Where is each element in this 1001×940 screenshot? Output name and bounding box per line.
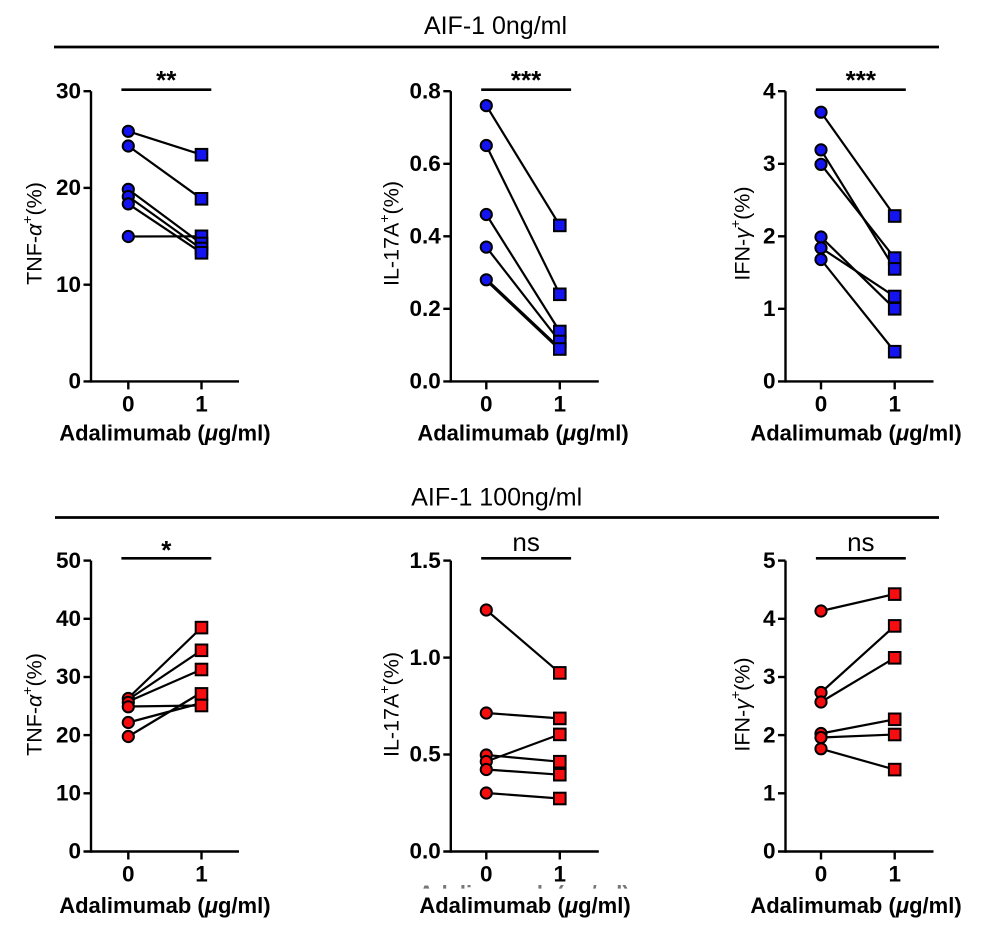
svg-text:1: 1 [763, 296, 776, 321]
svg-text:0: 0 [480, 391, 493, 416]
svg-text:0: 0 [122, 391, 135, 416]
svg-text:0.2: 0.2 [410, 296, 441, 321]
svg-text:**: ** [156, 65, 177, 95]
svg-text:1: 1 [195, 391, 208, 416]
svg-text:1: 1 [888, 862, 901, 887]
svg-text:3: 3 [763, 151, 776, 176]
svg-text:0: 0 [815, 391, 828, 416]
svg-text:1: 1 [763, 781, 776, 806]
svg-text:Adalimumab (μg/ml): Adalimumab (μg/ml) [59, 420, 270, 445]
svg-text:1: 1 [195, 862, 208, 887]
svg-text:0: 0 [68, 369, 81, 394]
svg-text:IL-17A+​(%): IL-17A+​(%) [376, 652, 404, 757]
svg-text:ns: ns [847, 527, 874, 557]
svg-text:1.0: 1.0 [410, 645, 441, 670]
svg-text:Adalimumab (μg/ml): Adalimumab (μg/ml) [419, 893, 630, 918]
svg-text:20: 20 [56, 175, 81, 200]
svg-text:10: 10 [56, 781, 81, 806]
svg-text:Adalimumab (μg/ml): Adalimumab (μg/ml) [750, 420, 961, 445]
svg-text:0.4: 0.4 [410, 224, 442, 249]
svg-text:1: 1 [554, 391, 567, 416]
svg-text:***: *** [511, 65, 542, 95]
svg-text:0.8: 0.8 [410, 78, 441, 103]
svg-text:0.0: 0.0 [410, 839, 441, 864]
svg-text:1: 1 [554, 862, 567, 887]
svg-text:IL-17A+​(%): IL-17A+​(%) [376, 181, 404, 286]
svg-text:40: 40 [56, 606, 81, 631]
svg-text:4: 4 [763, 78, 776, 103]
svg-text:0: 0 [815, 862, 828, 887]
svg-text:0: 0 [763, 839, 776, 864]
svg-text:4: 4 [763, 606, 776, 631]
svg-text:ns: ns [512, 527, 539, 557]
svg-text:2: 2 [763, 722, 776, 747]
svg-text:20: 20 [56, 722, 81, 747]
svg-text:30: 30 [56, 78, 81, 103]
svg-text:50: 50 [56, 548, 81, 573]
svg-text:IFN-γ+​(%): IFN-γ+​(%) [727, 186, 755, 280]
svg-text:0: 0 [763, 369, 776, 394]
svg-text:Adalimumab (μg/ml): Adalimumab (μg/ml) [750, 893, 961, 918]
svg-text:*: * [161, 535, 172, 565]
svg-text:AIF-1 0ng/ml: AIF-1 0ng/ml [424, 12, 567, 40]
svg-text:10: 10 [56, 272, 81, 297]
svg-text:0.6: 0.6 [410, 151, 441, 176]
svg-text:1.5: 1.5 [410, 548, 441, 573]
svg-text:5: 5 [763, 548, 776, 573]
svg-text:***: *** [846, 65, 877, 95]
svg-text:2: 2 [763, 224, 776, 249]
svg-text:0: 0 [480, 862, 493, 887]
svg-text:Adalimumab (μg/ml): Adalimumab (μg/ml) [59, 893, 270, 918]
svg-text:30: 30 [56, 664, 81, 689]
svg-text:AIF-1 100ng/ml: AIF-1 100ng/ml [411, 484, 582, 512]
svg-text:0: 0 [122, 862, 135, 887]
svg-text:0.5: 0.5 [410, 742, 441, 767]
svg-text:0: 0 [68, 839, 81, 864]
svg-text:IFN-γ+​(%): IFN-γ+​(%) [727, 657, 755, 751]
svg-text:1: 1 [888, 391, 901, 416]
svg-text:0.0: 0.0 [410, 369, 441, 394]
svg-text:Adalimumab (μg/ml): Adalimumab (μg/ml) [417, 420, 628, 445]
svg-text:TNF-α+​(%): TNF-α+​(%) [19, 182, 47, 285]
svg-text:TNF-α+​(%): TNF-α+​(%) [19, 653, 47, 756]
svg-text:3: 3 [763, 664, 776, 689]
